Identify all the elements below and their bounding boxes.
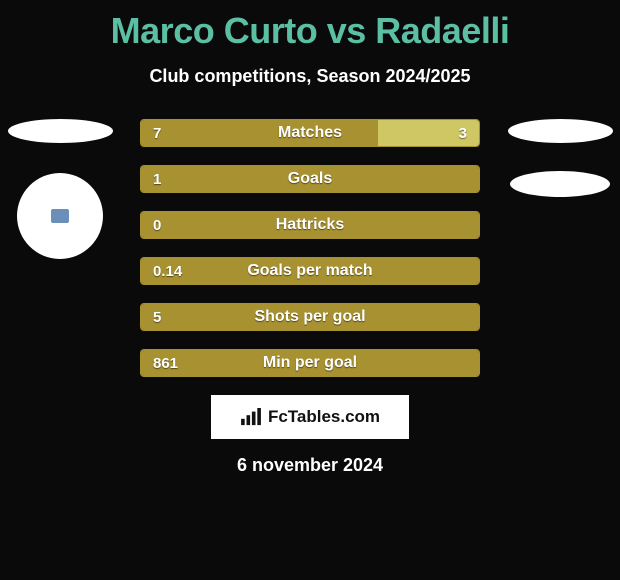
stat-label: Goals	[141, 166, 479, 192]
stat-row: 0Hattricks	[140, 211, 480, 239]
stat-bars: 7Matches3 1Goals 0Hattricks 0.14Goals per m…	[140, 119, 480, 377]
vs-label: vs	[327, 10, 366, 51]
club-badge-left	[8, 119, 113, 143]
stat-row: 0.14Goals per match	[140, 257, 480, 285]
right-avatars	[500, 119, 620, 197]
stat-label: Shots per goal	[141, 304, 479, 330]
stat-row: 5Shots per goal	[140, 303, 480, 331]
stat-row: 861Min per goal	[140, 349, 480, 377]
stat-label: Matches	[141, 120, 479, 146]
footer-date: 6 november 2024	[0, 455, 620, 476]
left-avatars	[0, 119, 120, 259]
content-area: 7Matches3 1Goals 0Hattricks 0.14Goals per m…	[0, 119, 620, 377]
club-badge-right	[508, 119, 613, 143]
stat-row: 7Matches3	[140, 119, 480, 147]
comparison-title: Marco Curto vs Radaelli	[0, 0, 620, 52]
player-avatar-right	[510, 171, 610, 197]
source-badge: FcTables.com	[211, 395, 409, 439]
source-text: FcTables.com	[268, 407, 380, 427]
stat-row: 1Goals	[140, 165, 480, 193]
chart-icon	[240, 408, 262, 426]
stat-value-right: 3	[459, 120, 467, 146]
player-avatar-left	[17, 173, 103, 259]
subtitle: Club competitions, Season 2024/2025	[0, 66, 620, 87]
stat-label: Min per goal	[141, 350, 479, 376]
player2-name: Radaelli	[375, 10, 509, 51]
stat-label: Hattricks	[141, 212, 479, 238]
stat-label: Goals per match	[141, 258, 479, 284]
player1-name: Marco Curto	[111, 10, 318, 51]
